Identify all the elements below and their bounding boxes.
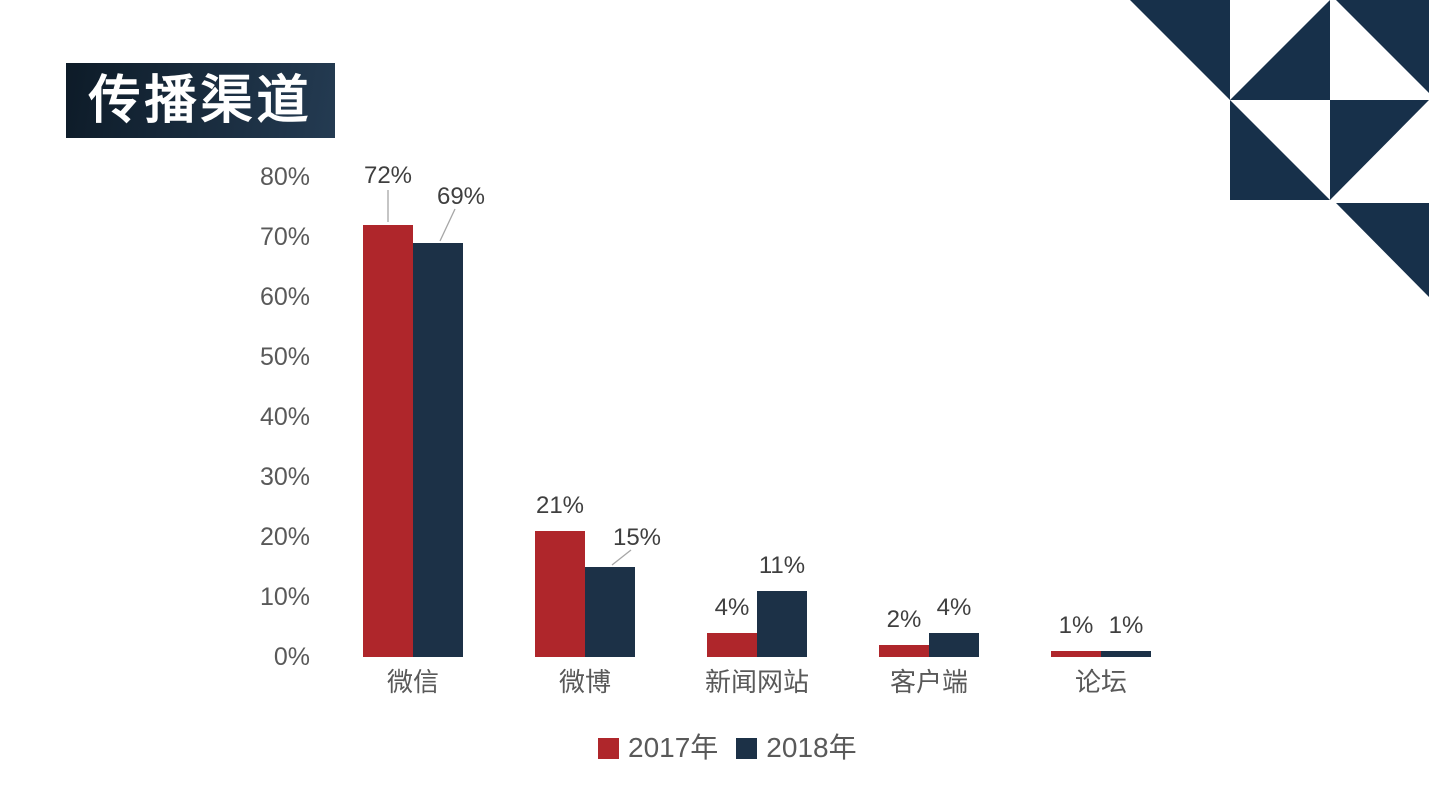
bar-2017年-微博 <box>535 531 585 657</box>
value-label-2017年-微博: 21% <box>535 492 585 519</box>
y-axis-tick-label: 20% <box>259 523 310 551</box>
triangle-decoration-2 <box>1230 0 1330 100</box>
value-label-2018年-客户端: 4% <box>936 594 972 621</box>
bar-2017年-客户端 <box>879 645 929 657</box>
category-label: 微信 <box>386 667 439 697</box>
bar-2018年-论坛 <box>1101 651 1151 657</box>
bar-2018年-微博 <box>585 567 635 657</box>
legend-label-2018: 2018年 <box>766 732 857 763</box>
bar-2018年-微信 <box>413 243 463 657</box>
legend-label-2017: 2017年 <box>628 732 719 763</box>
triangle-decoration-3 <box>1336 0 1429 93</box>
category-label: 新闻网站 <box>704 667 809 697</box>
triangle-decoration-6 <box>1336 203 1429 297</box>
value-label-2017年-微信: 72% <box>363 162 413 189</box>
value-label-2018年-微博: 15% <box>612 524 662 551</box>
corner-triangles-decoration <box>1130 0 1429 297</box>
bar-2018年-新闻网站 <box>757 591 807 657</box>
triangle-decoration-5 <box>1330 100 1429 200</box>
value-label-2018年-新闻网站: 11% <box>758 552 806 579</box>
y-axis-tick-label: 50% <box>259 343 310 371</box>
category-label: 微博 <box>558 667 611 697</box>
y-axis-tick-label: 70% <box>259 223 310 251</box>
value-label-2018年-论坛: 1% <box>1108 612 1144 639</box>
legend-item-2018: 2018年 <box>736 732 857 763</box>
value-label-2017年-新闻网站: 4% <box>714 594 750 621</box>
legend-swatch-2017 <box>598 737 619 759</box>
value-label-2018年-微信: 69% <box>436 183 486 210</box>
title-box: 传播渠道 <box>66 63 335 138</box>
page-title: 传播渠道 <box>88 71 313 130</box>
y-axis-tick-label: 0% <box>273 643 310 671</box>
bar-2017年-新闻网站 <box>707 633 757 657</box>
category-label: 论坛 <box>1074 667 1127 697</box>
legend-swatch-2018 <box>736 737 758 759</box>
value-label-2017年-论坛: 1% <box>1058 612 1094 639</box>
category-label: 客户端 <box>889 667 968 697</box>
bar-2017年-论坛 <box>1051 651 1101 657</box>
y-axis-tick-label: 60% <box>259 283 310 311</box>
y-axis-tick-label: 30% <box>259 463 310 491</box>
y-axis-tick-label: 40% <box>259 403 310 431</box>
bar-2017年-微信 <box>363 225 413 657</box>
chart-legend: 2017年 2018年 <box>598 732 875 763</box>
legend-item-2017: 2017年 <box>598 732 719 763</box>
value-label-2017年-客户端: 2% <box>886 606 922 633</box>
y-axis-tick-label: 80% <box>259 163 310 191</box>
triangle-decoration-1 <box>1130 0 1230 100</box>
triangle-decoration-4 <box>1230 100 1330 200</box>
bar-2018年-客户端 <box>929 633 979 657</box>
y-axis-tick-label: 10% <box>259 583 310 611</box>
leader-line-2018年-微信 <box>439 208 456 242</box>
